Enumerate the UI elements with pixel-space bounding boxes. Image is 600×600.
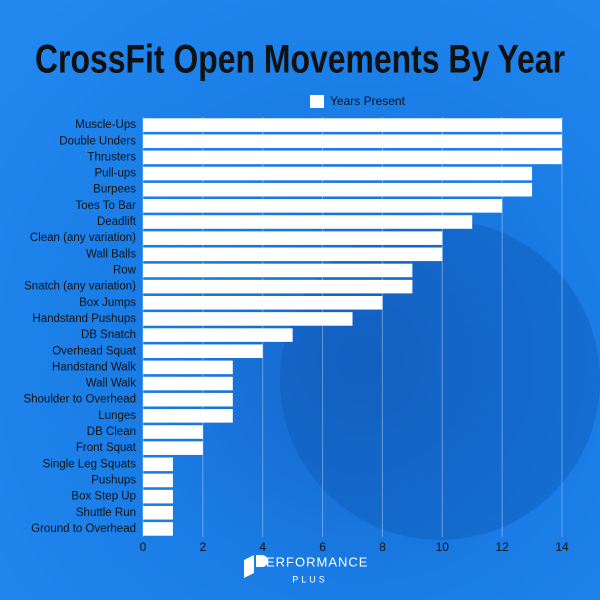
x-tick-label: 12 [495,540,509,554]
y-tick-label: Box Step Up [71,491,136,503]
logo-tagline: PLUS [292,574,328,584]
bar [143,522,173,536]
y-tick-label: Double Unders [59,135,136,147]
y-tick-label: Burpees [93,184,136,196]
y-tick-label: Row [113,264,137,276]
y-tick-label: Front Squat [76,442,137,454]
y-tick-label: Muscle-Ups [75,119,136,131]
x-tick-label: 6 [319,540,326,554]
bar [143,215,473,229]
x-tick-label: 2 [200,540,207,554]
bar [143,150,562,165]
x-tick-label: 10 [436,540,450,554]
y-tick-label: Handstand Walk [52,361,136,373]
y-tick-label: Pushups [91,474,136,486]
bar [143,376,233,391]
bar [143,344,263,359]
bar [143,425,203,439]
y-tick-label: Shuttle Run [76,507,136,519]
y-tick-label: Clean (any variation) [30,232,136,244]
bar [143,199,503,213]
x-tick-label: 4 [259,540,266,554]
bar [143,263,413,278]
bar [143,473,173,488]
x-tick-label: 8 [379,540,386,554]
bar [143,489,173,504]
bar [143,279,413,294]
legend-label: Years Present [330,94,406,108]
y-tick-label: Lunges [98,410,136,422]
chart-title: CrossFit Open Movements By Year [35,38,565,82]
y-tick-label: Thrusters [87,151,136,163]
y-tick-label: Handstand Pushups [32,313,136,325]
x-tick-label: 14 [555,540,569,554]
y-tick-label: Wall Walk [86,378,137,390]
y-tick-label: Pull-ups [94,168,136,180]
bar [143,409,233,423]
logo-icon [244,555,268,578]
y-tick-label: Shoulder to Overhead [23,394,136,406]
x-tick-label: 0 [140,540,147,554]
logo-mark: ERFORMANCE [266,554,368,569]
y-tick-label: Box Jumps [79,297,136,309]
y-tick-label: Wall Balls [86,248,136,260]
legend-swatch [310,95,324,108]
bar [143,295,383,310]
bar [143,134,562,149]
y-tick-label: Snatch (any variation) [24,281,136,293]
bar [143,505,173,520]
bar [143,182,533,197]
logo: ERFORMANCE PLUS [244,554,368,584]
bar [143,360,233,375]
y-tick-label: Single Leg Squats [43,458,137,470]
bar [143,457,173,472]
bar [143,247,443,262]
bar [143,312,353,326]
bar [143,328,293,342]
bar [143,392,233,407]
y-tick-label: Overhead Squat [52,345,137,357]
y-tick-label: Deadlift [97,216,137,228]
y-tick-label: Ground to Overhead [31,523,136,535]
bar [143,118,562,132]
bar [143,441,203,455]
y-tick-label: DB Snatch [81,329,136,341]
y-tick-label: DB Clean [87,426,136,438]
bar [143,231,443,245]
bar [143,166,533,181]
y-tick-label: Toes To Bar [75,200,136,212]
